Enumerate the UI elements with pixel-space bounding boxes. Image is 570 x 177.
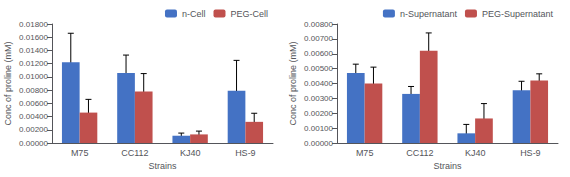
svg-text:0.00300: 0.00300 (304, 94, 333, 103)
svg-text:0.00800: 0.00800 (304, 20, 333, 29)
svg-text:0.00600: 0.00600 (19, 99, 48, 108)
svg-text:0.00700: 0.00700 (304, 34, 333, 43)
svg-text:0.00200: 0.00200 (19, 125, 48, 134)
svg-text:0.00800: 0.00800 (19, 86, 48, 95)
svg-text:CC112: CC112 (406, 148, 433, 158)
svg-text:Strains: Strains (148, 161, 177, 171)
svg-text:0.01600: 0.01600 (19, 33, 48, 42)
svg-text:CC112: CC112 (121, 148, 148, 158)
svg-text:0.01400: 0.01400 (19, 46, 48, 55)
svg-text:0.00000: 0.00000 (304, 139, 333, 148)
svg-text:n-Supernatant: n-Supernatant (400, 9, 458, 19)
svg-text:HS-9: HS-9 (520, 148, 541, 158)
svg-text:0.01000: 0.01000 (19, 72, 48, 81)
svg-text:0.00000: 0.00000 (19, 139, 48, 148)
svg-text:0.00400: 0.00400 (19, 112, 48, 121)
svg-text:0.01200: 0.01200 (19, 59, 48, 68)
svg-text:0.00600: 0.00600 (304, 49, 333, 58)
svg-text:0.00100: 0.00100 (304, 124, 333, 133)
svg-text:PEG-Cell: PEG-Cell (230, 9, 268, 19)
svg-text:PEG-Supernatant: PEG-Supernatant (482, 9, 554, 19)
svg-text:n-Cell: n-Cell (182, 9, 206, 19)
svg-text:M75: M75 (356, 148, 374, 158)
svg-text:Strains: Strains (433, 161, 462, 171)
svg-text:0.01800: 0.01800 (19, 20, 48, 29)
svg-text:HS-9: HS-9 (235, 148, 256, 158)
svg-text:M75: M75 (71, 148, 89, 158)
svg-text:0.00400: 0.00400 (304, 79, 333, 88)
svg-text:Conc of proline (mM): Conc of proline (mM) (288, 41, 298, 125)
svg-text:Conc of proline (mM): Conc of proline (mM) (3, 41, 13, 125)
svg-text:0.00500: 0.00500 (304, 64, 333, 73)
svg-text:KJ40: KJ40 (465, 148, 486, 158)
svg-text:0.00200: 0.00200 (304, 109, 333, 118)
svg-text:KJ40: KJ40 (180, 148, 201, 158)
